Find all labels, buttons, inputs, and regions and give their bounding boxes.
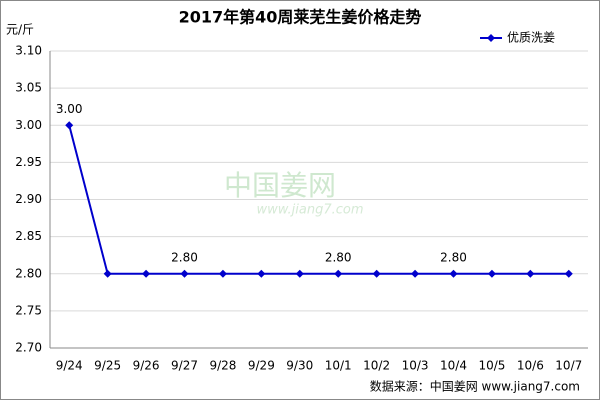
- x-tick-label: 9/29: [248, 359, 275, 373]
- data-label: 2.80: [440, 250, 467, 264]
- x-tick-label: 9/28: [209, 359, 236, 373]
- x-tick-label: 9/25: [94, 359, 121, 373]
- x-tick-label: 10/2: [363, 359, 390, 373]
- marker: [411, 269, 420, 278]
- y-tick-label: 3.10: [15, 44, 42, 58]
- x-tick-label: 9/27: [171, 359, 198, 373]
- marker: [65, 121, 74, 130]
- data-label: 2.80: [171, 250, 198, 264]
- watermark: 中国姜网: [224, 169, 336, 202]
- source: 数据来源：中国姜网 www.jiang7.com: [370, 379, 580, 394]
- y-tick-label: 2.70: [15, 341, 42, 355]
- marker: [372, 269, 381, 278]
- legend-label: 优质洗姜: [507, 31, 555, 45]
- marker: [103, 269, 112, 278]
- legend-marker: [487, 34, 495, 42]
- x-tick-label: 10/7: [555, 359, 582, 373]
- data-label: 2.80: [325, 250, 352, 264]
- series-line: [68, 124, 569, 275]
- watermark: www.jiang7.com: [256, 203, 363, 218]
- y-tick-label: 2.90: [15, 192, 42, 206]
- y-axis-label: 元/斤: [6, 23, 34, 37]
- data-label: 3.00: [56, 102, 83, 116]
- x-tick-label: 10/1: [325, 359, 352, 373]
- x-tick-label: 9/26: [133, 359, 160, 373]
- x-tick-label: 10/4: [440, 359, 467, 373]
- marker: [257, 269, 266, 278]
- y-tick-label: 2.75: [15, 303, 42, 317]
- marker: [142, 269, 151, 278]
- y-tick-label: 3.00: [15, 118, 42, 132]
- marker: [334, 269, 343, 278]
- marker: [449, 269, 458, 278]
- marker: [526, 269, 535, 278]
- marker: [487, 269, 496, 278]
- y-tick-label: 2.95: [15, 155, 42, 169]
- chart-title: 2017年第40周莱芜生姜价格走势: [179, 8, 422, 27]
- y-tick-label: 2.80: [15, 266, 42, 280]
- marker: [564, 269, 573, 278]
- marker: [180, 269, 189, 278]
- x-tick-label: 9/30: [286, 359, 313, 373]
- y-tick-label: 2.85: [15, 229, 42, 243]
- x-tick-label: 10/5: [478, 359, 505, 373]
- x-tick-label: 10/3: [402, 359, 429, 373]
- marker: [218, 269, 227, 278]
- x-tick-label: 9/24: [56, 359, 83, 373]
- marker: [295, 269, 304, 278]
- x-tick-label: 10/6: [517, 359, 544, 373]
- y-tick-label: 3.05: [15, 81, 42, 95]
